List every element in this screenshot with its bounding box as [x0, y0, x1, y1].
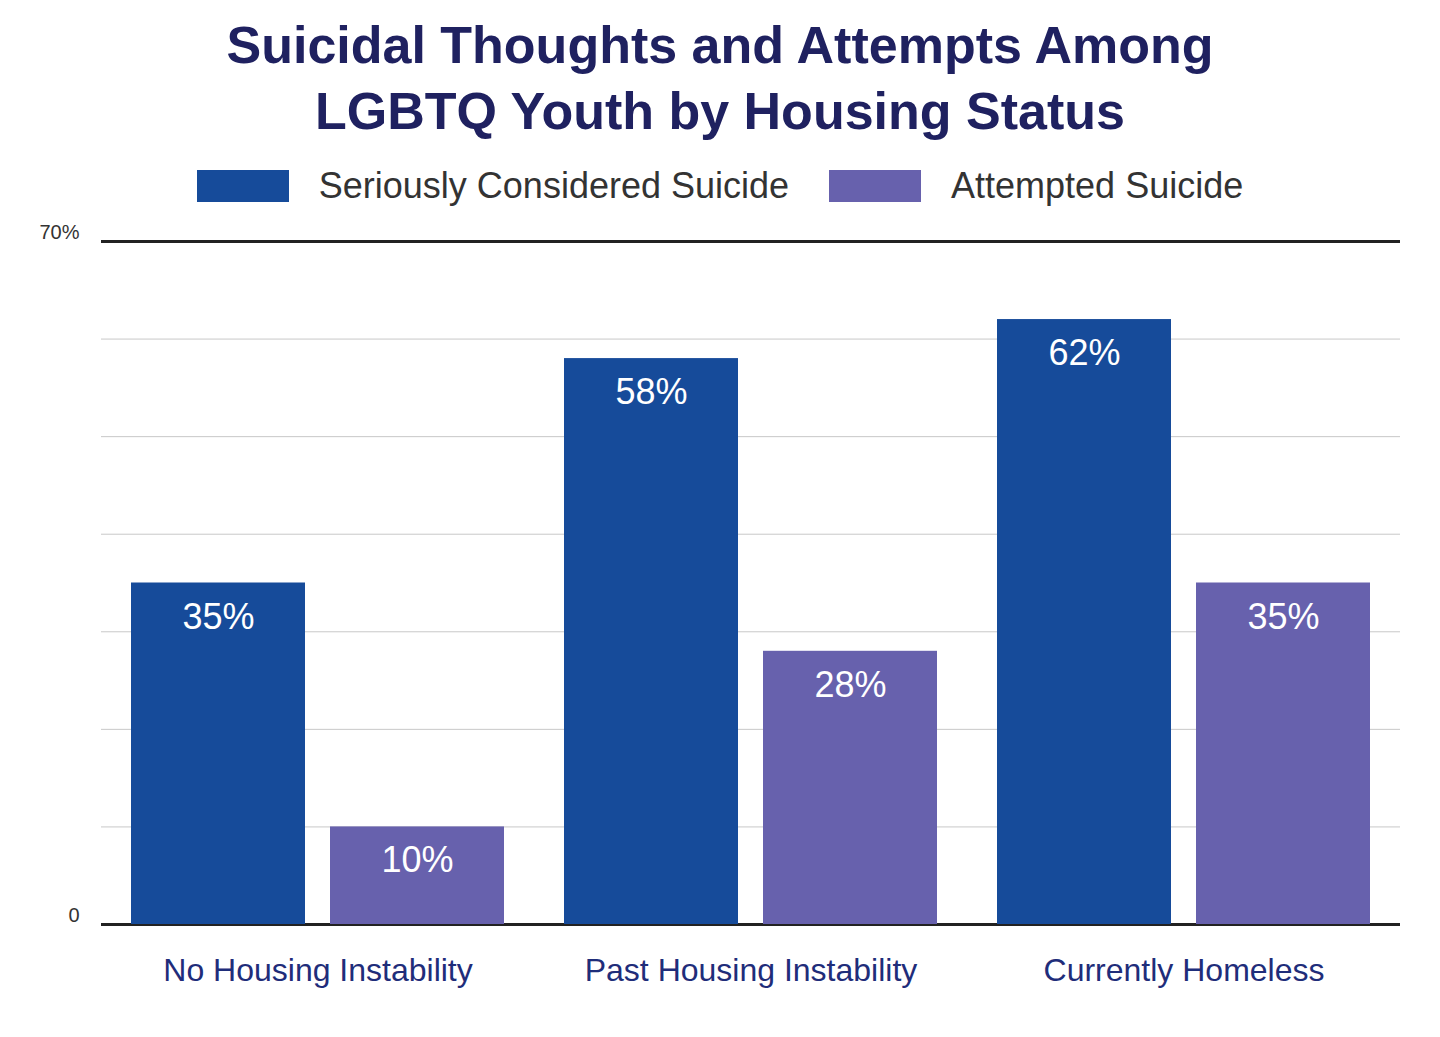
- svg-text:No Housing Instability: No Housing Instability: [163, 952, 472, 988]
- html-text:Seriously Considered Suicide: Seriously Considered Suicide: [318, 165, 789, 206]
- svg-text:Past Housing Instability: Past Housing Instability: [585, 952, 918, 988]
- svg-text:10%: 10%: [381, 839, 453, 880]
- svg-text:35%: 35%: [182, 596, 254, 637]
- svg-text:58%: 58%: [615, 371, 687, 412]
- html-text:Suicidal Thoughts and Attempts: Suicidal Thoughts and Attempts Among LGB…: [226, 16, 1214, 140]
- svg-text:70%: 70%: [39, 221, 79, 243]
- html-text:Attempted Suicide: Attempted Suicide: [951, 165, 1244, 206]
- svg-text:35%: 35%: [1247, 596, 1319, 637]
- svg-text:0: 0: [68, 904, 79, 926]
- svg-text:28%: 28%: [814, 664, 886, 705]
- svg-text:62%: 62%: [1048, 332, 1120, 373]
- svg-text:Currently Homeless: Currently Homeless: [1044, 952, 1325, 988]
